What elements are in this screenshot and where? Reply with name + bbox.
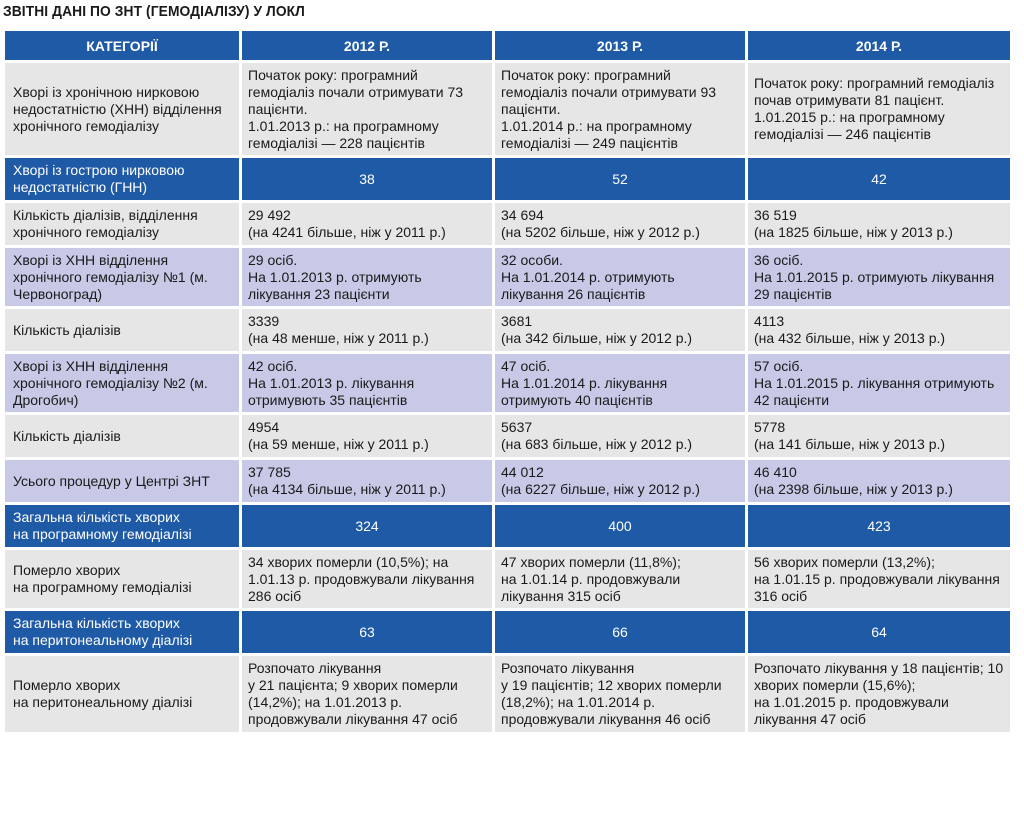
table-row: Хворі із гострою нирковою недостатністю …	[5, 158, 1010, 200]
row-label: Померло хворих на програмному гемодіаліз…	[5, 550, 239, 608]
row-label: Хворі із гострою нирковою недостатністю …	[5, 158, 239, 200]
cell-2014: 423	[748, 505, 1010, 547]
cell-2013: 3681 (на 342 більше, ніж у 2012 р.)	[495, 309, 745, 351]
row-label: Кількість діалізів, відділення хронічног…	[5, 203, 239, 245]
cell-2013: 5637 (на 683 більше, ніж у 2012 р.)	[495, 415, 745, 457]
cell-2014: 64	[748, 611, 1010, 653]
cell-2013: Початок року: програмний гемодіаліз поча…	[495, 63, 745, 155]
cell-2014: 36 519 (на 1825 більше, ніж у 2013 р.)	[748, 203, 1010, 245]
header-2012: 2012 Р.	[242, 31, 492, 60]
row-label: Хворі із ХНН відділення хронічного гемод…	[5, 248, 239, 306]
header-row: КАТЕГОРІЇ 2012 Р. 2013 Р. 2014 Р.	[5, 31, 1010, 60]
report-table: КАТЕГОРІЇ 2012 Р. 2013 Р. 2014 Р. Хворі …	[2, 28, 1013, 735]
cell-2014: 46 410 (на 2398 більше, ніж у 2013 р.)	[748, 460, 1010, 502]
cell-2012: 42 осіб. На 1.01.2013 р. лікування отрим…	[242, 354, 492, 412]
cell-2013: 66	[495, 611, 745, 653]
cell-2012: 38	[242, 158, 492, 200]
cell-2012: 4954 (на 59 менше, ніж у 2011 р.)	[242, 415, 492, 457]
cell-2013: 34 694 (на 5202 більше, ніж у 2012 р.)	[495, 203, 745, 245]
cell-2013: 47 осіб. На 1.01.2014 р. лікування отрим…	[495, 354, 745, 412]
cell-2012: Розпочато лікування у 21 пацієнта; 9 хво…	[242, 656, 492, 732]
cell-2013: 400	[495, 505, 745, 547]
cell-2012: 3339 (на 48 менше, ніж у 2011 р.)	[242, 309, 492, 351]
cell-2014: 42	[748, 158, 1010, 200]
row-label: Загальна кількість хворих на перитонеаль…	[5, 611, 239, 653]
cell-2013: 52	[495, 158, 745, 200]
row-label: Кількість діалізів	[5, 309, 239, 351]
cell-2013: Розпочато лікування у 19 пацієнтів; 12 х…	[495, 656, 745, 732]
table-row: Хворі із ХНН відділення хронічного гемод…	[5, 248, 1010, 306]
cell-2014: Початок року: програмний гемодіаліз поча…	[748, 63, 1010, 155]
table-row: Померло хворих на перитонеальному діаліз…	[5, 656, 1010, 732]
row-label: Хворі із хронічною нирковою недостатніст…	[5, 63, 239, 155]
document-title: ЗВІТНІ ДАНІ ПО ЗНТ (ГЕМОДІАЛІЗУ) У ЛОКЛ	[3, 3, 305, 20]
row-label: Кількість діалізів	[5, 415, 239, 457]
cell-2013: 44 012 (на 6227 більше, ніж у 2012 р.)	[495, 460, 745, 502]
cell-2014: Розпочато лікування у 18 пацієнтів; 10 х…	[748, 656, 1010, 732]
cell-2014: 56 хворих померли (13,2%); на 1.01.15 р.…	[748, 550, 1010, 608]
cell-2014: 5778 (на 141 більше, ніж у 2013 р.)	[748, 415, 1010, 457]
table-row: Хворі із хронічною нирковою недостатніст…	[5, 63, 1010, 155]
table-row: Хворі із ХНН відділення хронічного гемод…	[5, 354, 1010, 412]
row-label: Хворі із ХНН відділення хронічного гемод…	[5, 354, 239, 412]
cell-2012: 324	[242, 505, 492, 547]
header-categories: КАТЕГОРІЇ	[5, 31, 239, 60]
table-row: Кількість діалізів 4954 (на 59 менше, ні…	[5, 415, 1010, 457]
table-row: Померло хворих на програмному гемодіаліз…	[5, 550, 1010, 608]
header-2014: 2014 Р.	[748, 31, 1010, 60]
row-label: Загальна кількість хворих на програмному…	[5, 505, 239, 547]
cell-2014: 57 осіб. На 1.01.2015 р. лікування отрим…	[748, 354, 1010, 412]
cell-2012: 37 785 (на 4134 більше, ніж у 2011 р.)	[242, 460, 492, 502]
table-row: Кількість діалізів 3339 (на 48 менше, ні…	[5, 309, 1010, 351]
row-label: Усього процедур у Центрі ЗНТ	[5, 460, 239, 502]
cell-2012: 34 хворих померли (10,5%); на 1.01.13 р.…	[242, 550, 492, 608]
cell-2012: Початок року: програмний гемодіаліз поча…	[242, 63, 492, 155]
table-row: Загальна кількість хворих на програмному…	[5, 505, 1010, 547]
cell-2012: 63	[242, 611, 492, 653]
table-row: Усього процедур у Центрі ЗНТ 37 785 (на …	[5, 460, 1010, 502]
table-row: Загальна кількість хворих на перитонеаль…	[5, 611, 1010, 653]
row-label: Померло хворих на перитонеальному діаліз…	[5, 656, 239, 732]
cell-2013: 47 хворих померли (11,8%); на 1.01.14 р.…	[495, 550, 745, 608]
cell-2013: 32 особи. На 1.01.2014 р. отримують ліку…	[495, 248, 745, 306]
cell-2012: 29 492 (на 4241 більше, ніж у 2011 р.)	[242, 203, 492, 245]
cell-2012: 29 осіб. На 1.01.2013 р. отримують лікув…	[242, 248, 492, 306]
header-2013: 2013 Р.	[495, 31, 745, 60]
cell-2014: 4113 (на 432 більше, ніж у 2013 р.)	[748, 309, 1010, 351]
cell-2014: 36 осіб. На 1.01.2015 р. отримують лікув…	[748, 248, 1010, 306]
table-row: Кількість діалізів, відділення хронічног…	[5, 203, 1010, 245]
